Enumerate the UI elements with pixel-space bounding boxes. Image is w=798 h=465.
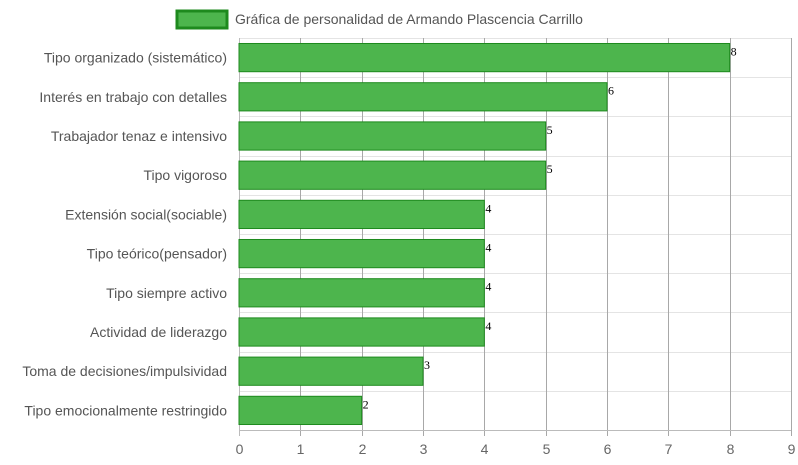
- bar[interactable]: [238, 238, 485, 269]
- data-label: 6: [608, 84, 614, 98]
- bars: [238, 42, 731, 426]
- x-tick-label: 3: [420, 441, 428, 457]
- data-label: 4: [485, 280, 491, 294]
- category-labels: Tipo organizado (sistemático) Interés en …: [22, 50, 227, 419]
- bar[interactable]: [238, 199, 485, 230]
- category-label: Tipo siempre activo: [106, 285, 227, 301]
- x-tick-label: 1: [297, 441, 305, 457]
- value-labels: 8 6 5 5 4 4 4 4 3 2: [363, 44, 737, 411]
- x-tick-label: 8: [727, 441, 735, 457]
- category-label: Tipo teórico(pensador): [87, 246, 227, 262]
- data-label: 4: [485, 319, 491, 333]
- category-label: Trabajador tenaz e intensivo: [51, 128, 227, 144]
- bar[interactable]: [238, 317, 485, 347]
- legend-label[interactable]: Gráfica de personalidad de Armando Plasc…: [235, 11, 583, 27]
- legend[interactable]: Gráfica de personalidad de Armando Plasc…: [175, 9, 583, 30]
- x-tick-label: 7: [665, 441, 673, 457]
- data-label: 3: [424, 358, 430, 372]
- x-tick-label: 6: [604, 441, 612, 457]
- data-label: 4: [485, 240, 491, 254]
- category-label: Tipo emocionalmente restringido: [24, 402, 227, 418]
- x-tick-label: 0: [236, 441, 244, 457]
- data-label: 8: [731, 44, 737, 58]
- bar[interactable]: [238, 160, 547, 190]
- data-label: 5: [547, 162, 553, 176]
- category-label: Extensión social(sociable): [65, 206, 227, 222]
- data-label: 2: [363, 397, 369, 411]
- bar[interactable]: [238, 278, 485, 308]
- bar[interactable]: [238, 42, 731, 73]
- bar[interactable]: [238, 82, 608, 112]
- data-label: 4: [485, 201, 491, 215]
- x-tick-label: 9: [788, 441, 796, 457]
- category-label: Tipo vigoroso: [143, 167, 227, 183]
- category-label: Tipo organizado (sistemático): [44, 50, 227, 66]
- x-tick-label: 5: [543, 441, 551, 457]
- bar[interactable]: [238, 395, 363, 426]
- legend-swatch[interactable]: [175, 9, 229, 30]
- bar[interactable]: [238, 121, 547, 151]
- category-label: Interés en trabajo con detalles: [39, 89, 227, 105]
- x-tick-label: 4: [481, 441, 489, 457]
- x-tick-label: 2: [359, 441, 367, 457]
- data-label: 5: [547, 123, 553, 137]
- category-label: Toma de decisiones/impulsividad: [22, 363, 227, 379]
- x-tick-labels: 0 1 2 3 4 5 6 7 8 9: [236, 441, 796, 457]
- bar[interactable]: [238, 356, 424, 386]
- category-label: Actividad de liderazgo: [90, 324, 227, 340]
